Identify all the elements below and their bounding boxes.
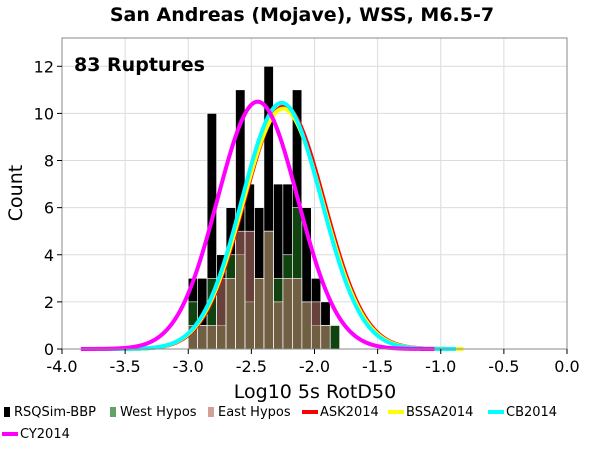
legend-label: CY2014	[20, 427, 70, 442]
histogram-bar	[235, 230, 246, 350]
x-tick-label: -3.5	[110, 357, 141, 376]
x-tick-label: 0.0	[554, 357, 579, 376]
x-tick-label: -3.0	[173, 357, 204, 376]
y-tick-label: 0	[44, 340, 54, 359]
histogram-bar	[197, 325, 208, 350]
histogram-bar	[301, 301, 312, 350]
x-tick-label: -0.5	[488, 357, 519, 376]
y-tick-label: 12	[34, 57, 54, 76]
x-tick-label: -2.0	[299, 357, 330, 376]
legend: RSQSim-BBP West Hypos East Hypos ASK2014 BSS…	[2, 405, 557, 442]
x-tick-label: -1.5	[362, 357, 393, 376]
histogram-bar	[320, 325, 331, 350]
x-tick-label: -4.0	[46, 357, 77, 376]
curve-cy2014	[80, 99, 435, 351]
x-tick-label: -2.5	[236, 357, 267, 376]
histogram-bar	[310, 301, 322, 350]
histogram-bar	[282, 278, 293, 350]
y-tick-label: 8	[44, 152, 54, 171]
histogram-bar	[273, 301, 284, 350]
histogram-bar	[206, 325, 217, 350]
legend-label: West Hypos	[120, 405, 197, 420]
legend-swatch	[110, 407, 116, 417]
legend-swatch	[4, 407, 10, 417]
x-tick-label: -1.0	[425, 357, 456, 376]
y-axis-label: Count	[5, 165, 27, 221]
y-tick-label: 10	[34, 104, 54, 123]
histogram-bar	[244, 230, 255, 350]
legend-label: ASK2014	[320, 405, 379, 420]
gmpe-curves	[80, 99, 464, 351]
histogram-bar	[292, 278, 303, 350]
x-ticks: -4.0 -3.5 -3.0 -2.5 -2.0 -1.5 -1.0 -0.5 0.0	[46, 349, 580, 376]
y-tick-label: 6	[44, 199, 54, 218]
ruptures-annotation: 83 Ruptures	[74, 54, 205, 76]
histogram-bar	[254, 278, 265, 350]
legend-label: BSSA2014	[406, 405, 473, 420]
y-ticks: 0 2 4 6 8 10 12	[34, 57, 62, 359]
chart-title: San Andreas (Mojave), WSS, M6.5-7	[110, 4, 494, 26]
legend-label: CB2014	[506, 405, 557, 420]
legend-label: RSQSim-BBP	[14, 405, 96, 420]
x-axis-label: Log10 5s RotD50	[234, 381, 396, 403]
curve-cb2014	[80, 100, 456, 351]
histogram-bar	[263, 230, 274, 350]
histogram-bar	[329, 325, 340, 350]
y-tick-label: 2	[44, 293, 54, 312]
y-tick-label: 4	[44, 246, 54, 265]
legend-swatch	[208, 407, 214, 417]
legend-label: East Hypos	[218, 405, 291, 420]
histogram-bar	[225, 278, 236, 350]
